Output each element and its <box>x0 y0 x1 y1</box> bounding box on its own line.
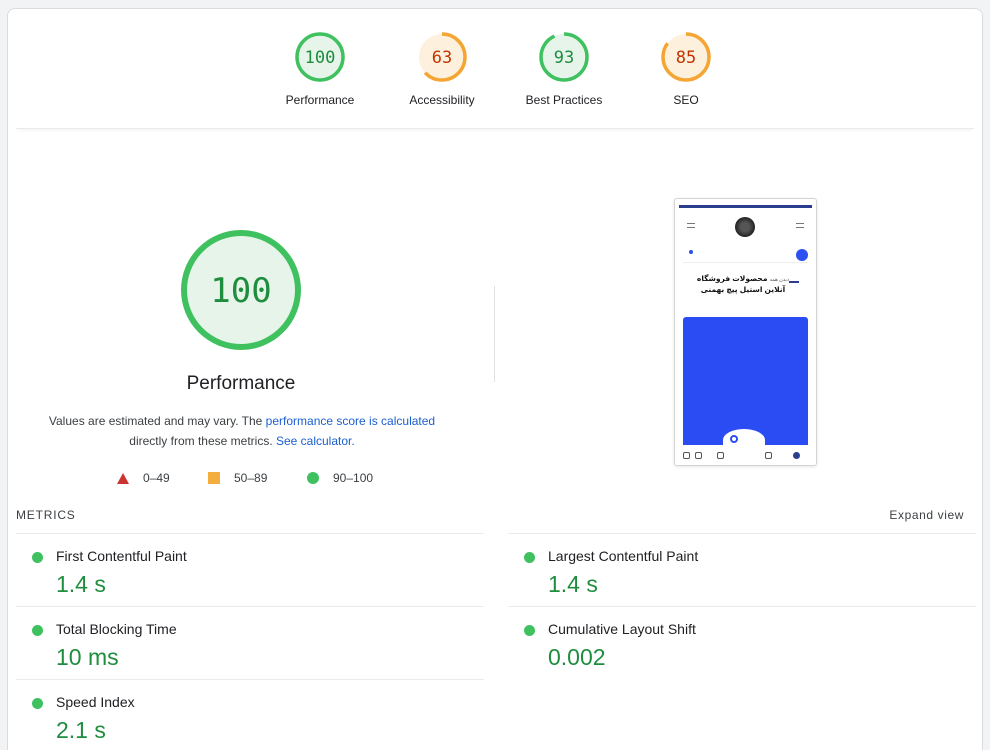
gauge-seo[interactable]: 85 SEO <box>631 31 741 107</box>
expand-view-toggle[interactable]: Expand view <box>889 508 964 522</box>
gauge-label: Best Practices <box>525 93 603 107</box>
metric-cls: Cumulative Layout Shift 0.002 <box>508 606 976 679</box>
gauge-ring: 100 <box>295 32 345 82</box>
see-calculator-link[interactable]: See calculator. <box>275 434 355 448</box>
desc-text: Values are estimated and may vary. The <box>48 414 266 428</box>
metric-tbt: Total Blocking Time 10 ms <box>16 606 484 679</box>
section-divider <box>494 286 495 382</box>
performance-score: 100 <box>210 271 271 311</box>
gauge-label: SEO <box>673 93 699 107</box>
gauge-performance[interactable]: 100 Performance <box>265 31 375 107</box>
desc-text: directly from these metrics. <box>129 434 276 448</box>
square-icon <box>208 472 220 484</box>
gauge-ring: 63 <box>417 32 467 82</box>
menu-icon <box>796 223 804 228</box>
site-heading: دیدن همه محصولات فروشگاه آنلاین استیل پی… <box>684 274 802 295</box>
gauge-score: 93 <box>554 48 574 68</box>
score-calculated-link[interactable]: performance score is calculated <box>265 414 436 428</box>
circle-icon <box>307 472 319 484</box>
user-icon <box>695 452 702 459</box>
menu-icon <box>687 223 695 228</box>
pass-circle-icon <box>32 698 43 709</box>
gauge-ring: 85 <box>661 32 711 82</box>
site-search-bar <box>683 249 808 263</box>
gauge-label: Performance <box>285 93 355 107</box>
performance-gauge-large: 100 <box>178 227 304 358</box>
heading-accent <box>789 281 799 283</box>
gauge-label: Accessibility <box>409 93 475 107</box>
cart-badge <box>689 250 693 254</box>
metric-value: 1.4 s <box>548 571 598 597</box>
search-icon <box>796 249 808 261</box>
metric-value: 2.1 s <box>56 717 106 743</box>
site-top-bar <box>679 205 812 208</box>
metric-name: Speed Index <box>56 694 135 710</box>
heading-line: آنلاین استیل پیچ بهمنی <box>700 285 786 294</box>
gauge-score: 100 <box>305 48 336 68</box>
cart-icon <box>730 435 738 443</box>
final-screenshot[interactable]: دیدن همه محصولات فروشگاه آنلاین استیل پی… <box>674 198 817 466</box>
gauge-score: 63 <box>432 48 452 68</box>
metric-name: First Contentful Paint <box>56 548 187 564</box>
legend-fail: 0–49 <box>117 471 170 485</box>
metric-name: Total Blocking Time <box>56 621 177 637</box>
pass-circle-icon <box>524 552 535 563</box>
legend-range: 90–100 <box>333 471 374 485</box>
site-bottom-nav <box>675 447 816 465</box>
pass-circle-icon <box>524 625 535 636</box>
triangle-icon <box>117 472 129 484</box>
grid-icon <box>765 452 772 459</box>
metric-speed-index: Speed Index 2.1 s <box>16 679 484 750</box>
performance-description: Values are estimated and may vary. The p… <box>30 411 454 451</box>
nav-curve <box>723 429 765 451</box>
heading-prefix: دیدن همه <box>769 277 790 283</box>
metric-value: 1.4 s <box>56 571 106 597</box>
legend-range: 0–49 <box>143 471 170 485</box>
gauge-score: 85 <box>676 48 696 68</box>
phone-icon <box>683 452 690 459</box>
home-icon <box>793 452 800 459</box>
performance-title: Performance <box>186 373 296 394</box>
gauge-ring: 93 <box>539 32 589 82</box>
site-logo <box>735 217 755 237</box>
category-gauges: 100 Performance 63 Accessibility 93 Best… <box>16 9 974 129</box>
gauge-ring: 100 <box>181 230 301 350</box>
report-card: 100 Performance 63 Accessibility 93 Best… <box>7 8 983 750</box>
gauge-accessibility[interactable]: 63 Accessibility <box>387 31 497 107</box>
site-banner <box>683 317 808 445</box>
pass-circle-icon <box>32 552 43 563</box>
metric-name: Largest Contentful Paint <box>548 548 699 564</box>
folder-icon <box>717 452 724 459</box>
pass-circle-icon <box>32 625 43 636</box>
heading-line: محصولات فروشگاه <box>696 274 768 283</box>
score-legend: 0–49 50–89 90–100 <box>8 471 478 487</box>
legend-pass: 90–100 <box>307 471 373 485</box>
metric-value: 10 ms <box>56 644 119 670</box>
legend-range: 50–89 <box>234 471 268 485</box>
metric-fcp: First Contentful Paint 1.4 s <box>16 533 484 606</box>
legend-average: 50–89 <box>208 471 267 485</box>
gauge-best-practices[interactable]: 93 Best Practices <box>509 31 619 107</box>
metric-value: 0.002 <box>548 644 606 670</box>
metric-name: Cumulative Layout Shift <box>548 621 696 637</box>
metric-lcp: Largest Contentful Paint 1.4 s <box>508 533 976 606</box>
metrics-heading: METRICS <box>16 508 76 522</box>
